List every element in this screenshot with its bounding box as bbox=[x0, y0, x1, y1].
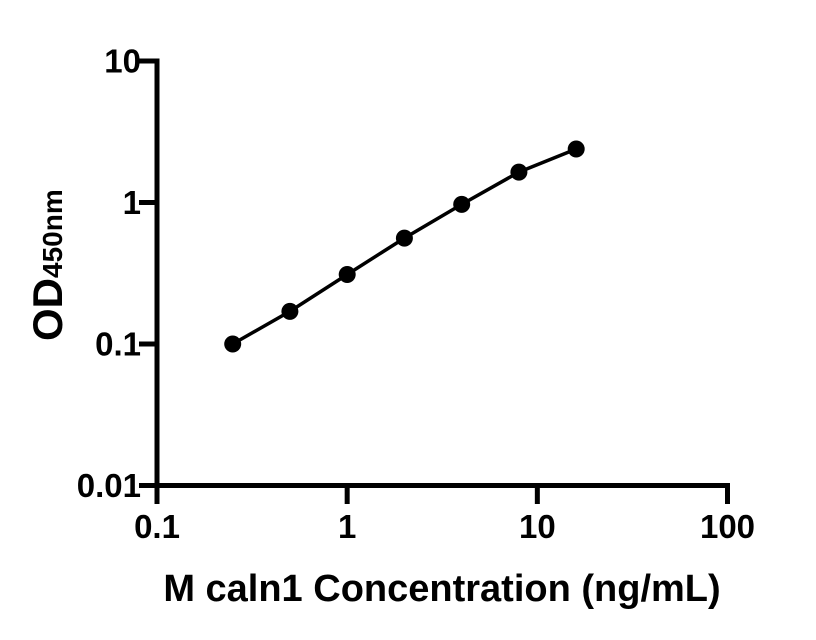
y-tick-label: 1 bbox=[123, 184, 141, 221]
data-point-marker bbox=[567, 140, 585, 158]
data-point-marker bbox=[395, 229, 413, 247]
x-axis-title: M caln1 Concentration (ng/mL) bbox=[163, 568, 720, 610]
data-point-marker bbox=[224, 335, 242, 353]
x-tick-label: 1 bbox=[338, 508, 356, 545]
y-axis-title: OD450nm bbox=[24, 189, 71, 341]
plot-area: 10 1 0.1 0.01 0.1 1 10 100 bbox=[77, 43, 755, 546]
data-point-marker bbox=[281, 302, 299, 320]
x-tick-label: 10 bbox=[519, 508, 556, 545]
y-axis-title-subscript: 450nm bbox=[37, 189, 68, 278]
y-axis-title-main: OD bbox=[24, 278, 71, 341]
x-tick-label: 0.1 bbox=[134, 508, 180, 545]
data-point-marker bbox=[338, 266, 356, 283]
data-point-marker bbox=[453, 195, 471, 213]
y-tick-label: 0.01 bbox=[77, 467, 141, 504]
y-tick-label: 10 bbox=[104, 43, 141, 80]
x-tick-label: 100 bbox=[700, 508, 755, 545]
data-point-marker bbox=[510, 163, 528, 181]
y-tick-label: 0.1 bbox=[95, 326, 141, 363]
